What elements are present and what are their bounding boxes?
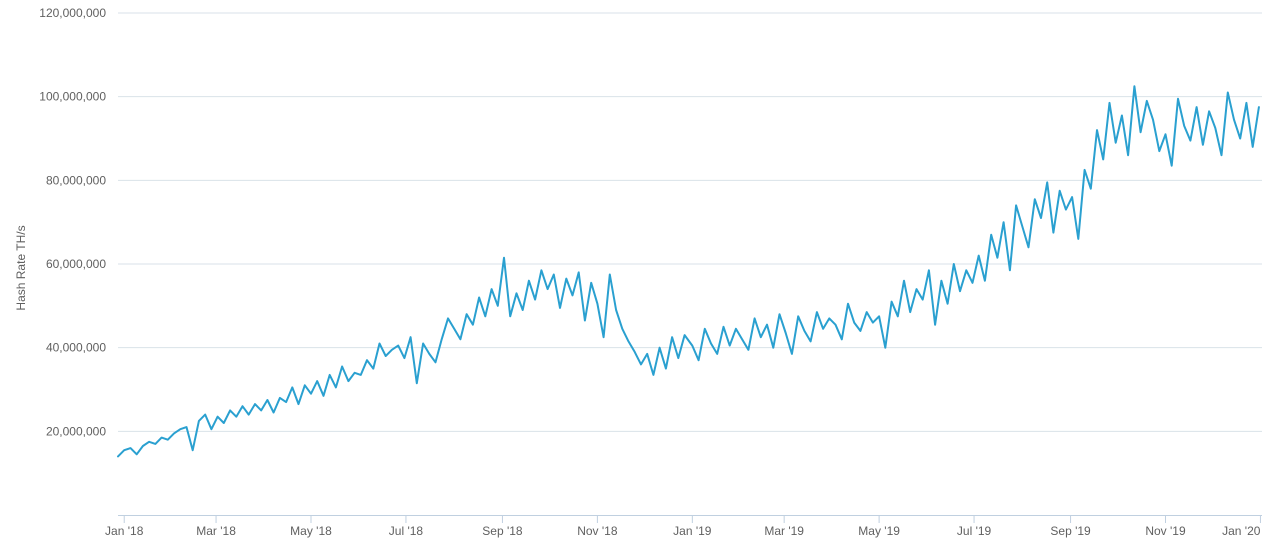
x-tick-label: Jul '19 [957,524,992,538]
x-tick-label: Jul '18 [389,524,424,538]
x-tick-label: Jan '20 [1222,524,1261,538]
y-tick-label: 40,000,000 [46,341,106,355]
y-tick-label: 100,000,000 [39,90,106,104]
y-axis-tick-labels: 20,000,000 40,000,000 60,000,000 80,000,000… [39,6,106,438]
x-tick-label: Mar '18 [196,524,236,538]
y-tick-label: 60,000,000 [46,257,106,271]
y-tick-label: 120,000,000 [39,6,106,20]
x-tick-label: Nov '18 [577,524,618,538]
x-axis-tick-labels: Jan '18 Mar '18 May '18 Jul '18 Sep '18 Nov '… [105,524,1261,538]
series-line-0 [117,85,1260,458]
x-tick-label: May '18 [290,524,332,538]
y-tick-label: 80,000,000 [46,173,106,187]
y-tick-label: 20,000,000 [46,424,106,438]
x-tick-label: Jan '19 [673,524,712,538]
x-tick-label: Nov '19 [1145,524,1186,538]
series-layer [117,85,1260,458]
y-axis-title: Hash Rate TH/s [14,225,28,310]
x-tick-label: Mar '19 [764,524,804,538]
x-axis [118,515,1262,523]
x-tick-label: Sep '19 [1050,524,1091,538]
x-tick-label: Jan '18 [105,524,144,538]
x-tick-label: Sep '18 [482,524,523,538]
gridlines [118,12,1262,432]
x-tick-label: May '19 [858,524,900,538]
